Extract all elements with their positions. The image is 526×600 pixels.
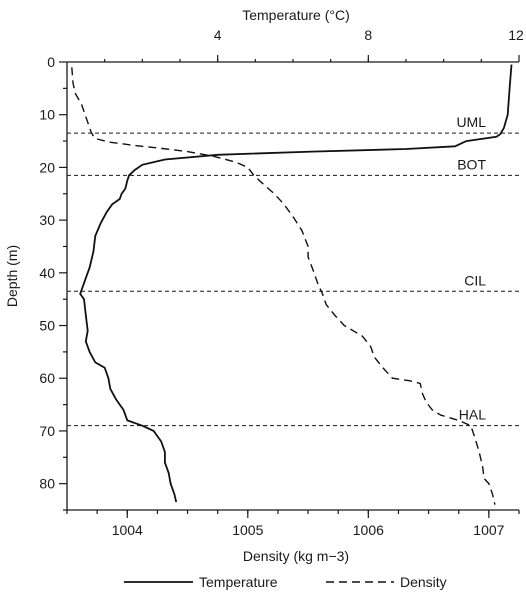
left-axis-ticks: 0 10 20 30 40 50 60 70 80 xyxy=(39,54,67,511)
layer-label-bot: BOT xyxy=(457,156,486,172)
legend: Temperature Density xyxy=(124,574,447,590)
left-tick-label: 40 xyxy=(39,265,55,281)
top-axis-ticks: 4 8 12 xyxy=(104,27,524,62)
left-tick-label: 70 xyxy=(39,423,55,439)
layer-label-cil: CIL xyxy=(464,272,486,288)
top-tick-label: 8 xyxy=(364,27,372,43)
legend-temperature-label: Temperature xyxy=(199,574,278,590)
top-tick-label: 4 xyxy=(214,27,222,43)
legend-density-label: Density xyxy=(400,574,447,590)
density-series-line xyxy=(71,67,496,505)
left-tick-label: 10 xyxy=(39,107,55,123)
data-series xyxy=(71,64,513,505)
bottom-tick-label: 1006 xyxy=(353,522,384,538)
bottom-tick-label: 1004 xyxy=(112,522,143,538)
top-tick-label: 12 xyxy=(508,27,524,43)
water-layers: UML BOT CIL HAL xyxy=(67,114,519,427)
bottom-tick-label: 1005 xyxy=(232,522,263,538)
bottom-tick-label: 1007 xyxy=(473,522,504,538)
bottom-axis-title: Density (kg m−3) xyxy=(243,548,349,564)
top-axis-title: Temperature (°C) xyxy=(242,7,350,23)
left-axis-title: Depth (m) xyxy=(4,245,20,307)
left-tick-label: 30 xyxy=(39,212,55,228)
left-tick-label: 60 xyxy=(39,370,55,386)
temperature-series-line xyxy=(79,64,513,503)
layer-label-hal: HAL xyxy=(459,407,486,423)
layer-label-uml: UML xyxy=(456,114,486,130)
left-tick-label: 50 xyxy=(39,318,55,334)
left-tick-label: 80 xyxy=(39,476,55,492)
bottom-axis-ticks: 1004 1005 1006 1007 xyxy=(66,510,520,538)
left-tick-label: 20 xyxy=(39,159,55,175)
left-tick-label: 0 xyxy=(47,54,55,70)
